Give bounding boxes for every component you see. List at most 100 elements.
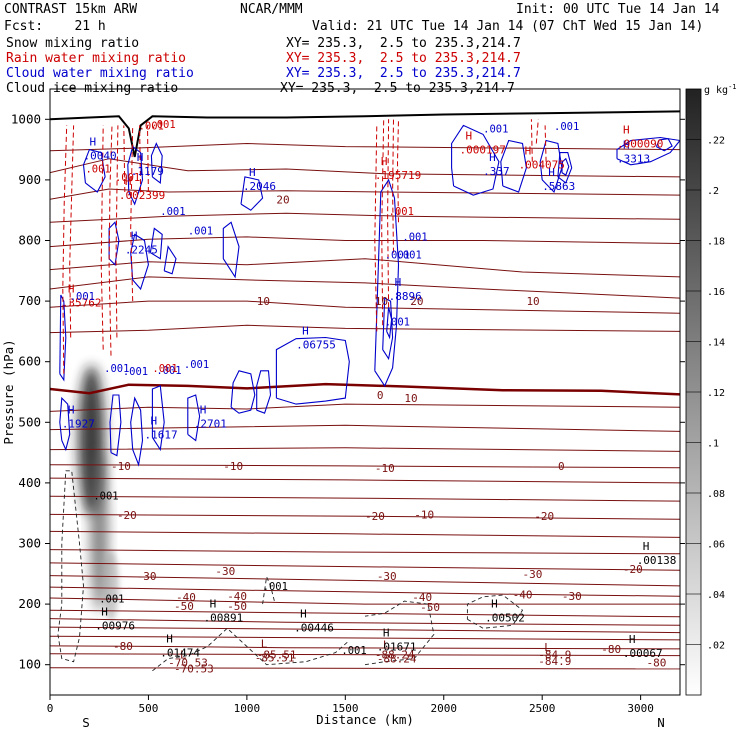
colorbar-tick-label: .02 [707, 641, 725, 652]
temperature-contour [50, 424, 680, 432]
contour-label: .001 [152, 363, 177, 375]
cloud-water-contour [130, 396, 144, 467]
extremum-value: .1179 [131, 165, 164, 178]
y-tick-label: 200 [18, 596, 41, 611]
cloud-water-contour [108, 221, 120, 266]
extremum-value: .1927 [62, 417, 95, 430]
temperature-label: -80 [113, 640, 133, 653]
extremum-value: .00446 [294, 622, 334, 635]
cloud-water-contour [222, 221, 240, 279]
colorbar-tick-label: .14 [707, 338, 725, 349]
extremum-marker: L [261, 637, 268, 650]
temperature-label: -84.9 [538, 648, 571, 661]
rain-water-contour [396, 119, 399, 223]
extremum-value: .3313 [617, 153, 650, 166]
cloud-water-contour [109, 394, 122, 457]
temperature-label: -30 [137, 570, 157, 583]
colorbar-tick-label: .18 [707, 237, 725, 248]
contour-label: .001 [123, 366, 148, 378]
colorbar-tick-label: .2 [707, 186, 719, 197]
temperature-label: -10 [375, 462, 395, 475]
temperature-contour [50, 562, 680, 571]
extremum-marker: H [548, 166, 555, 179]
cloud-water-contour [127, 145, 144, 206]
temperature-contour [50, 300, 680, 314]
extremum-marker: H [629, 633, 636, 646]
legend-rain-xy: XY= 235.3, 2.5 to 235.3,214.7 [286, 51, 521, 66]
temperature-label: 20 [276, 193, 289, 206]
temperature-label: -30 [215, 565, 235, 578]
contour-label: .001 [385, 316, 410, 328]
y-tick-label: 700 [18, 293, 41, 308]
extremum-marker: H [466, 130, 473, 143]
extremum-marker: H [89, 136, 96, 149]
cloud-ice-contour [364, 600, 435, 666]
cloud-water-contour [230, 370, 256, 414]
extremum-marker: L [544, 641, 551, 654]
cloud-water-contour [561, 157, 570, 176]
model-title: CONTRAST 15km ARW [4, 2, 138, 17]
contour-label: .001 [402, 232, 427, 244]
legend-cloud-xy: XY= 235.3, 2.5 to 235.3,214.7 [286, 66, 521, 81]
colorbar-tick-label: .08 [707, 489, 725, 500]
cloud-water-contour [655, 138, 673, 152]
extremum-marker: H [302, 325, 309, 338]
cloud-water-contour [82, 148, 106, 193]
temperature-label: -88.24 [375, 648, 415, 661]
extremum-value: .2701 [194, 417, 227, 430]
temperature-label: 0 [558, 460, 565, 473]
rain-water-contour [535, 119, 539, 144]
rain-water-contour [115, 125, 119, 338]
extremum-marker: H [623, 139, 630, 152]
valid-time: Valid: 21 UTC Tue 14 Jan 14 (07 ChT Wed … [312, 19, 704, 34]
extremum-value: .004075 [519, 159, 565, 172]
extremum-value: .000197 [460, 144, 506, 157]
rain-water-contour [100, 125, 104, 350]
cloud-ice-contour [466, 594, 524, 629]
extremum-marker: H [68, 403, 75, 416]
temperature-contour [50, 575, 680, 587]
cloud-water-contour [59, 396, 71, 452]
extremum-marker: H [489, 151, 496, 164]
temperature-label: -10 [111, 460, 131, 473]
temperature-label: 10 [404, 392, 417, 405]
cloud-water-contour [150, 142, 163, 184]
y-tick-label: 500 [18, 414, 41, 429]
extremum-value: .01671 [377, 640, 417, 653]
temperature-contour [50, 158, 680, 178]
y-tick-label: 100 [18, 657, 41, 672]
cloud-water-contour [500, 139, 527, 193]
extremum-value: -85.51 [255, 651, 295, 664]
contour-label: .001 [70, 291, 95, 303]
temperature-label: 20 [410, 295, 423, 308]
extremum-marker: H [131, 230, 138, 243]
cloud-water-contour [256, 370, 272, 414]
colorbar-tick-label: .12 [707, 388, 725, 399]
rain-water-contour [392, 119, 394, 253]
temperature-contour [50, 530, 680, 538]
x-tick-label: 2000 [431, 702, 458, 715]
temperature-label: -30 [377, 570, 397, 583]
temperature-contour [50, 549, 680, 555]
temperature-label: -40 [227, 590, 247, 603]
temperature-label: -10 [223, 460, 243, 473]
legend-snow-xy: XY= 235.3, 2.5 to 235.3,214.7 [286, 36, 521, 51]
rain-water-contour [69, 125, 75, 338]
cloud-water-contour [386, 307, 393, 340]
freezing-level-contour [50, 382, 680, 396]
temperature-contour [50, 667, 680, 670]
temperature-label: -20 [117, 509, 137, 522]
extremum-value: -88.24 [377, 653, 417, 666]
temperature-contour [50, 597, 680, 605]
rain-water-contour [62, 125, 68, 374]
extremum-value: .2046 [243, 180, 276, 193]
temperature-contour [50, 653, 680, 657]
contour-label: .001 [341, 645, 366, 657]
rain-water-contour [123, 125, 126, 193]
extremum-marker: L [383, 639, 390, 652]
temperature-contour [50, 142, 680, 152]
cloud-water-contour [59, 294, 67, 382]
temperature-contour [50, 586, 680, 597]
